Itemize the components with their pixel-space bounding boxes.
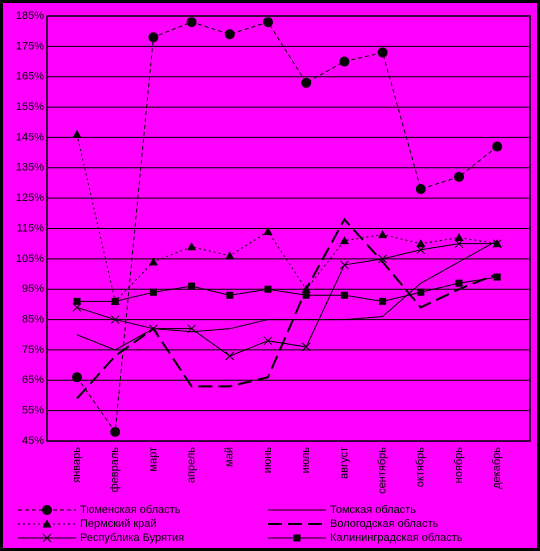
data-point: [225, 251, 235, 260]
legend-label: Вологодская область: [330, 518, 439, 530]
data-point: [454, 233, 464, 242]
data-point: [492, 239, 502, 249]
data-point: [378, 254, 387, 264]
series-line: [76, 134, 498, 303]
x-tick-label: февраль: [109, 447, 121, 493]
data-point: [226, 291, 234, 299]
legend-label: Тюменская область: [80, 504, 181, 516]
data-point: [377, 47, 388, 58]
data-point: [263, 17, 273, 28]
y-tick-label: 105%: [16, 253, 44, 265]
y-tick-label: 145%: [16, 131, 44, 143]
data-point: [339, 56, 350, 67]
y-tick-label: 95%: [22, 283, 44, 295]
data-point: [110, 315, 120, 324]
series-line: [76, 217, 498, 400]
data-point: [416, 239, 426, 248]
data-point: [415, 184, 426, 195]
y-tick-label: 185%: [16, 10, 44, 22]
data-point: [149, 324, 158, 334]
x-tick-label: январь: [71, 447, 83, 483]
data-point: [263, 336, 273, 346]
x-tick-label: октябрь: [415, 447, 427, 487]
data-point: [149, 288, 157, 296]
data-point: [73, 297, 81, 305]
data-point: [225, 351, 235, 361]
data-point: [42, 519, 52, 528]
y-tick-label: 85%: [22, 313, 44, 325]
legend-label: Пермский край: [80, 518, 157, 530]
data-point: [301, 77, 312, 88]
y-tick-label: 175%: [16, 40, 44, 52]
chart-background: [3, 3, 537, 548]
data-point: [72, 129, 82, 138]
x-tick-label: июнь: [262, 447, 274, 473]
data-point: [293, 534, 301, 542]
data-point: [416, 245, 426, 255]
data-point: [224, 29, 235, 40]
x-tick-label: май: [224, 447, 236, 467]
data-point: [110, 426, 121, 437]
legend-label: Томская область: [330, 504, 416, 516]
x-tick-label: август: [338, 447, 350, 479]
data-point: [454, 171, 464, 182]
data-point: [42, 533, 52, 543]
x-tick-label: март: [147, 447, 159, 472]
x-tick-label: апрель: [186, 447, 198, 483]
y-tick-label: 55%: [22, 405, 44, 417]
data-point: [339, 236, 349, 245]
y-tick-label: 165%: [16, 71, 44, 83]
x-tick-label: ноябрь: [453, 447, 465, 484]
data-point: [379, 297, 387, 305]
y-tick-label: 155%: [16, 101, 44, 113]
data-point: [72, 372, 82, 383]
y-tick-label: 135%: [16, 162, 44, 174]
data-point: [301, 342, 311, 352]
data-point: [42, 505, 52, 515]
y-tick-label: 75%: [22, 344, 44, 356]
data-point: [340, 260, 349, 270]
y-tick-label: 65%: [22, 374, 44, 386]
data-point: [148, 257, 158, 266]
data-point: [492, 141, 503, 152]
data-point: [417, 288, 425, 296]
y-tick-label: 125%: [16, 192, 44, 204]
data-point: [340, 291, 348, 299]
legend-label: Калининградская область: [330, 532, 463, 544]
x-tick-label: сентябрь: [377, 447, 389, 494]
data-point: [187, 324, 196, 334]
y-tick-label: 45%: [22, 435, 44, 447]
legend-label: Республика Бурятия: [80, 532, 184, 544]
data-point: [378, 230, 388, 239]
x-tick-label: июль: [300, 447, 312, 474]
data-point: [263, 227, 273, 236]
data-point: [454, 239, 464, 249]
data-point: [111, 297, 119, 305]
data-point: [264, 285, 272, 293]
data-point: [186, 17, 197, 28]
data-point: [187, 242, 197, 251]
y-tick-label: 115%: [17, 222, 45, 234]
series-line: [76, 240, 498, 351]
data-point: [455, 279, 463, 287]
data-point: [188, 282, 196, 290]
series-line: [77, 276, 498, 302]
data-point: [148, 32, 159, 43]
series-line: [76, 243, 498, 357]
data-point: [493, 273, 501, 281]
x-tick-label: декабрь: [491, 447, 503, 489]
data-point: [302, 291, 310, 299]
